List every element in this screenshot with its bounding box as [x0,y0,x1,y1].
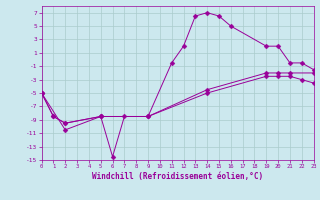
X-axis label: Windchill (Refroidissement éolien,°C): Windchill (Refroidissement éolien,°C) [92,172,263,181]
